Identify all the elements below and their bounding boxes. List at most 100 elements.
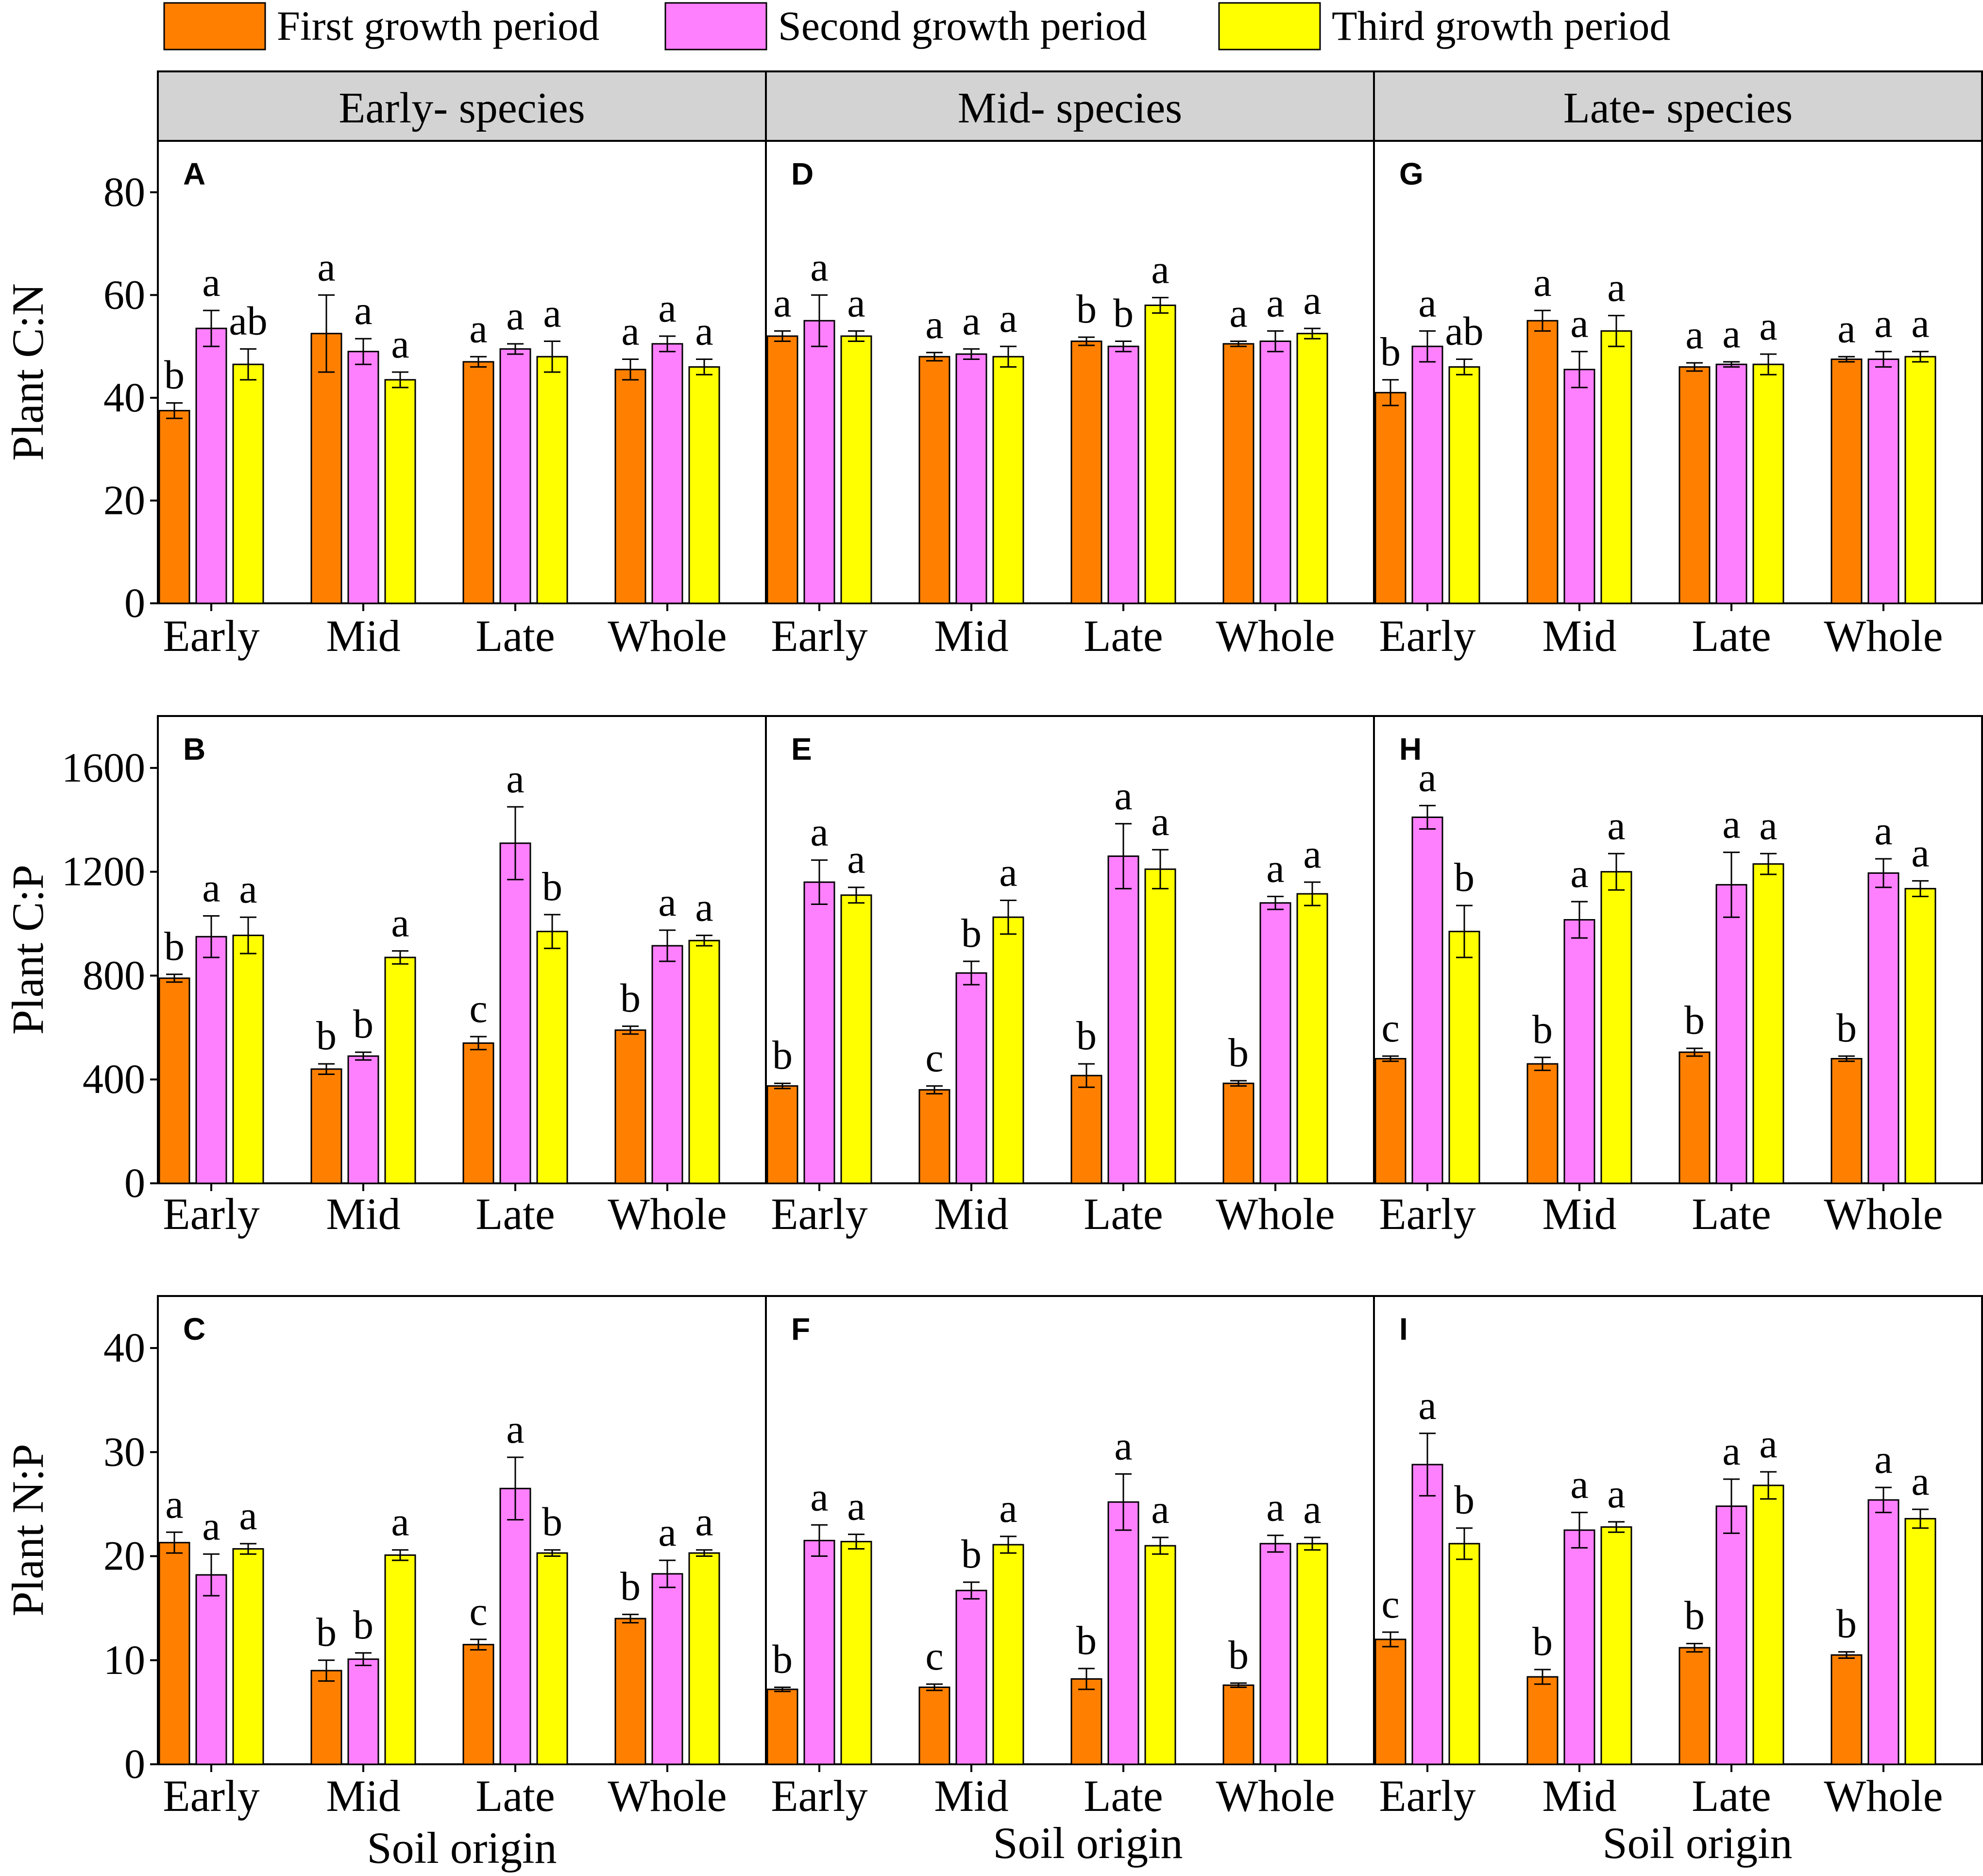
significance-label: b (1684, 998, 1705, 1043)
panel-letter: E (791, 732, 812, 767)
bar (1144, 304, 1176, 604)
bar (1107, 855, 1139, 1184)
x-tick-label: Mid (1542, 1771, 1616, 1821)
significance-label: b (542, 864, 562, 909)
bar (1678, 1647, 1711, 1765)
y-tick-label: 1200 (62, 848, 145, 895)
significance-label: a (810, 1474, 828, 1519)
legend-label-first: First growth period (277, 2, 599, 49)
bar (158, 1542, 190, 1765)
bar (499, 1487, 531, 1765)
significance-label: a (1722, 1429, 1740, 1474)
significance-label: ab (1445, 309, 1483, 354)
x-tick-label: Mid (326, 611, 400, 661)
significance-label: b (620, 1564, 641, 1609)
bar (840, 335, 872, 604)
bar (1678, 366, 1711, 604)
bar (1070, 1074, 1102, 1184)
bar (1563, 1529, 1595, 1765)
x-axis-titles: Soil origin Soil origin Soil origin (367, 1818, 1792, 1873)
bar (918, 1686, 950, 1765)
bar (1526, 320, 1559, 604)
bar (766, 1688, 798, 1765)
y-tick-label: 0 (124, 1740, 145, 1787)
strip-mid-species (765, 70, 1375, 142)
bar (1448, 931, 1480, 1184)
significance-label: a (1570, 301, 1588, 346)
significance-label: a (695, 1500, 713, 1545)
bar (347, 351, 379, 604)
x-tick-label: Late (1692, 1189, 1771, 1239)
x-tick-label: Whole (608, 1771, 727, 1821)
bar (1107, 1501, 1139, 1765)
significance-label: a (239, 1493, 257, 1538)
bar (1144, 1545, 1176, 1765)
bar (310, 1670, 342, 1765)
significance-label: b (353, 1603, 373, 1648)
significance-label: a (1911, 1459, 1929, 1504)
bar (1715, 1505, 1747, 1765)
bar (992, 916, 1024, 1184)
bar (766, 335, 798, 604)
significance-label: a (847, 837, 865, 882)
bar (1070, 1678, 1102, 1765)
significance-label: a (202, 260, 220, 305)
significance-label: a (202, 1503, 220, 1549)
bar (651, 343, 683, 604)
significance-label: a (1303, 278, 1321, 323)
bar (536, 1552, 568, 1765)
significance-label: b (772, 1033, 793, 1078)
significance-label: b (1836, 1006, 1857, 1051)
panel-letter: D (791, 156, 814, 191)
significance-label: a (1266, 280, 1284, 325)
legend-swatch-second (664, 2, 767, 51)
x-tick-label: Late (1084, 1189, 1163, 1239)
significance-label: b (961, 911, 982, 956)
bar (1904, 356, 1936, 604)
legend: First growth period Second growth period… (163, 2, 1670, 51)
bar (1830, 1057, 1863, 1184)
significance-label: a (1722, 311, 1740, 357)
significance-label: ab (229, 298, 267, 343)
bar (1600, 871, 1632, 1184)
significance-label: a (391, 322, 409, 367)
significance-label: b (316, 1610, 337, 1655)
y-tick-label: 30 (103, 1428, 145, 1475)
significance-label: a (1151, 1487, 1169, 1532)
significance-label: a (1722, 802, 1740, 847)
bar (651, 1573, 683, 1765)
significance-label: b (1532, 1007, 1553, 1052)
bar (347, 1658, 379, 1765)
bar (803, 881, 835, 1184)
bar (1411, 1464, 1443, 1765)
significance-label: a (1911, 301, 1929, 346)
x-tick-label: Mid (1542, 1189, 1616, 1239)
significance-label: b (1076, 1618, 1097, 1663)
significance-label: b (1076, 287, 1097, 332)
x-tick-label: Late (475, 611, 555, 661)
significance-label: a (1607, 265, 1625, 310)
legend-label-second: Second growth period (778, 2, 1147, 49)
panel-frame (1373, 140, 1983, 604)
x-tick-label: Early (1379, 1771, 1475, 1821)
bar (1563, 369, 1595, 604)
x-axis-title-late: Soil origin (1602, 1818, 1792, 1868)
bar (1411, 816, 1443, 1184)
x-tick-label: Late (475, 1189, 555, 1239)
y-tick-label: 60 (103, 271, 145, 318)
significance-label: a (202, 866, 220, 911)
x-tick-label: Early (163, 1771, 259, 1821)
significance-label: a (1911, 830, 1929, 875)
significance-label: a (506, 1407, 524, 1452)
significance-label: a (165, 1482, 183, 1527)
significance-label: a (1303, 1487, 1321, 1532)
bar (1296, 1543, 1328, 1765)
significance-label: b (620, 976, 641, 1021)
significance-label: a (317, 244, 335, 290)
significance-label: a (1837, 306, 1855, 351)
